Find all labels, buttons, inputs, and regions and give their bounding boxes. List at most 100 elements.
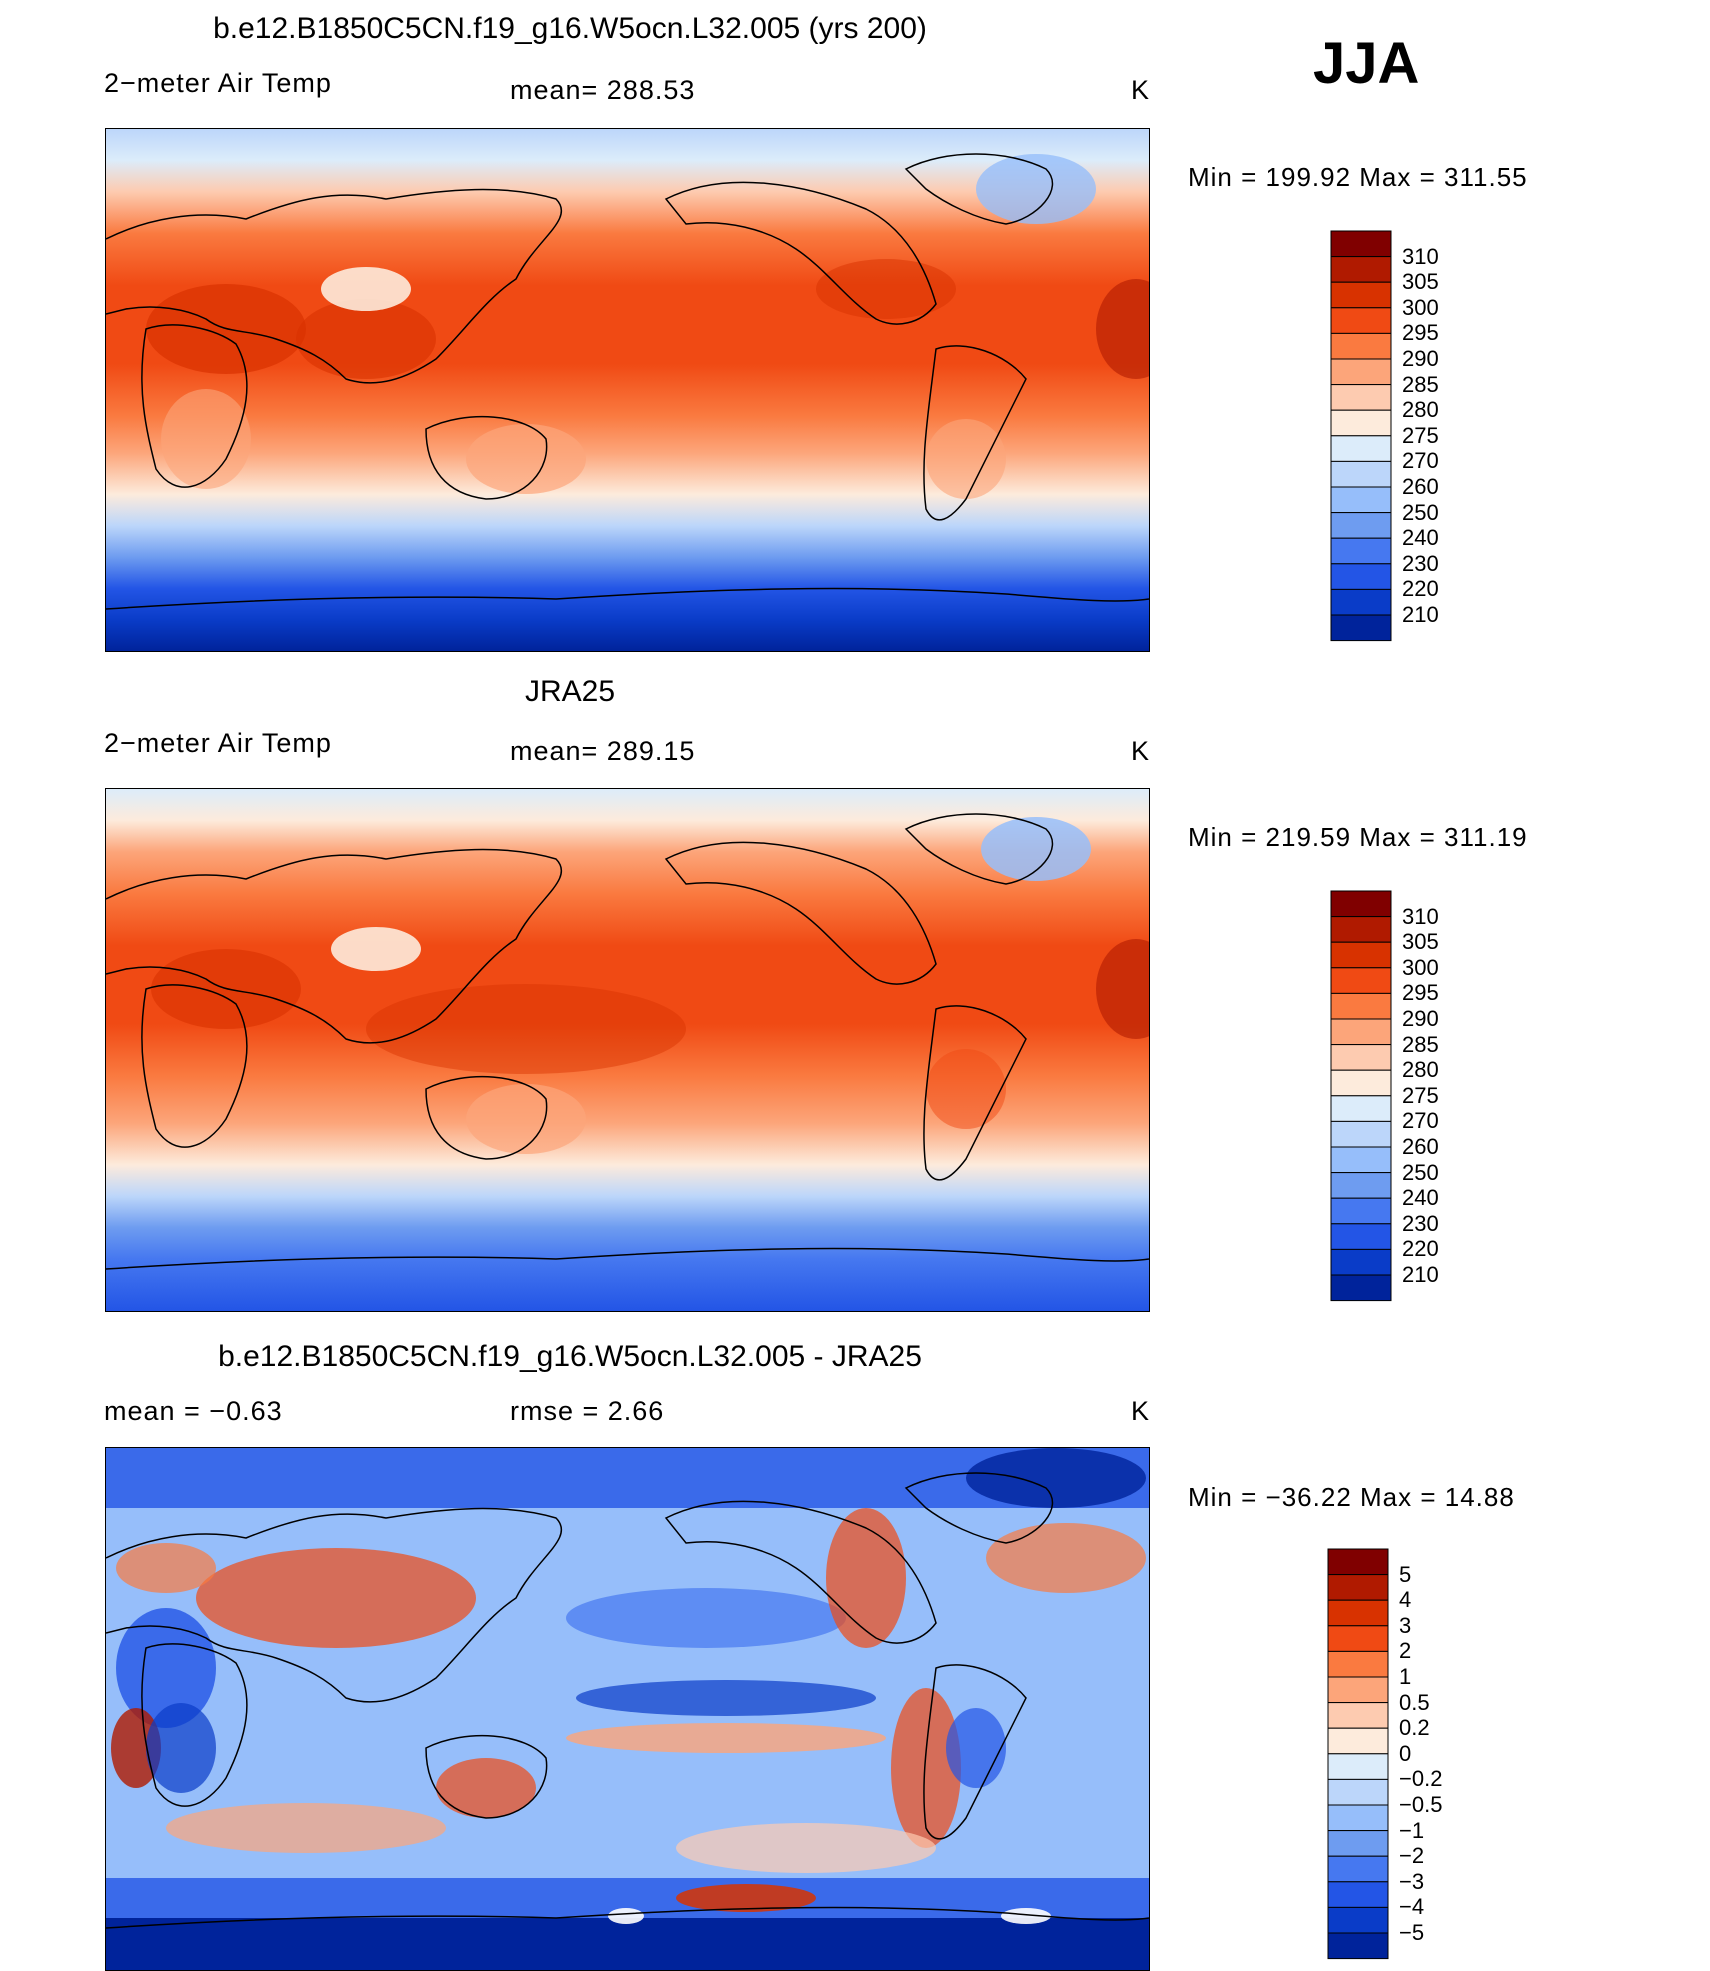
colorbar-swatch (1330, 614, 1392, 642)
colorbar-tick-label: −0.2 (1399, 1766, 1443, 1792)
colorbar-tick-label: 275 (1402, 422, 1439, 448)
colorbar-tick-label: −4 (1399, 1894, 1425, 1920)
colorbar-swatch (1330, 332, 1392, 360)
colorbar-swatch (1327, 1599, 1389, 1627)
season-label: JJA (1313, 31, 1420, 96)
panel2-mean-label: mean= 289.15 (510, 736, 696, 766)
panel2-units: K (1131, 736, 1151, 766)
panel3-title: b.e12.B1850C5CN.f19_g16.W5ocn.L32.005 - … (218, 1340, 922, 1373)
colorbar-tick-label: 305 (1402, 269, 1439, 295)
colorbar-swatch (1330, 358, 1392, 386)
colorbar-swatch (1330, 537, 1392, 565)
colorbar-tick-label: 300 (1402, 954, 1439, 980)
colorbar-tick-label: 1 (1399, 1664, 1412, 1689)
colorbar-tick-label: 270 (1402, 448, 1439, 474)
colorbar-swatch (1330, 916, 1392, 943)
panel1-variable-label: 2−meter Air Temp (104, 68, 332, 98)
colorbar-tick-label: 3 (1399, 1612, 1412, 1638)
colorbar-tick-label: −5 (1399, 1920, 1425, 1945)
colorbar-tick-label: 240 (1402, 525, 1439, 551)
colorbar-tick-label: 220 (1402, 1236, 1439, 1262)
panel1-map (105, 128, 1150, 652)
colorbar-swatch (1330, 1069, 1392, 1097)
colorbar-tick-label: 220 (1402, 576, 1439, 602)
panel1-coastlines (106, 153, 1149, 610)
colorbar-swatch (1327, 1676, 1389, 1704)
colorbar-tick-label: 0 (1399, 1740, 1412, 1766)
colorbar-tick-label: 210 (1402, 1262, 1439, 1287)
colorbar-swatch (1330, 460, 1392, 488)
colorbar-tick-label: 290 (1402, 1006, 1439, 1031)
colorbar-swatch (1327, 1855, 1389, 1883)
colorbar-swatch (1327, 1548, 1389, 1576)
colorbar-swatch (1327, 1625, 1389, 1652)
panel1-minmax: Min = 199.92 Max = 311.55 (1188, 162, 1528, 192)
panel2-variable-label: 2−meter Air Temp (104, 728, 332, 758)
colorbar-tick-label: 300 (1402, 294, 1439, 320)
colorbar-swatch (1327, 1906, 1389, 1934)
panel3-anomaly-patches (106, 1448, 1149, 1970)
colorbar-swatch (1330, 1018, 1392, 1046)
colorbar-tick-label: 270 (1402, 1108, 1439, 1134)
colorbar-swatch (1330, 512, 1392, 539)
colorbar-swatch (1330, 409, 1392, 437)
colorbar-tick-label: 295 (1402, 320, 1439, 346)
colorbar-swatch (1327, 1932, 1389, 1960)
colorbar-swatch (1327, 1650, 1389, 1678)
colorbar-swatch (1330, 256, 1392, 283)
colorbar-tick-label: 290 (1402, 346, 1439, 371)
colorbar-tick-label: 230 (1402, 1210, 1439, 1236)
colorbar-tick-label: 280 (1402, 1057, 1439, 1083)
colorbar-swatch (1327, 1753, 1389, 1780)
panel3-map (105, 1447, 1150, 1971)
colorbar-tick-label: −3 (1399, 1868, 1425, 1894)
colorbar-tick-label: 4 (1399, 1587, 1412, 1613)
panel3-mean-label: mean = −0.63 (104, 1396, 283, 1426)
colorbar-swatch (1330, 1095, 1392, 1122)
colorbar-tick-label: 250 (1402, 1159, 1439, 1185)
colorbar-tick-label: 310 (1402, 903, 1439, 929)
colorbar-tick-label: 310 (1402, 243, 1439, 269)
colorbar-swatch (1330, 1120, 1392, 1148)
panel3-rmse-label: rmse = 2.66 (510, 1396, 665, 1426)
colorbar-swatch (1330, 967, 1392, 994)
panel1-mean-label: mean= 288.53 (510, 75, 696, 105)
colorbar-tick-label: −1 (1399, 1817, 1425, 1843)
colorbar-tick-label: 230 (1402, 550, 1439, 576)
colorbar-swatch (1330, 1248, 1392, 1276)
colorbar-tick-label: 0.5 (1399, 1689, 1430, 1715)
colorbar-tick-label: 260 (1402, 474, 1439, 499)
panel2-map (105, 788, 1150, 1312)
panel3-coastlines (106, 1472, 1149, 1929)
colorbar-swatch (1330, 281, 1392, 309)
panel3-minmax: Min = −36.22 Max = 14.88 (1188, 1482, 1515, 1512)
colorbar-swatch (1330, 1223, 1392, 1250)
panel1-warm-patches (146, 154, 1149, 499)
colorbar-tick-label: 210 (1402, 602, 1439, 627)
colorbar-tick-label: 240 (1402, 1185, 1439, 1211)
colorbar-swatch (1330, 1274, 1392, 1302)
colorbar-swatch (1330, 1172, 1392, 1199)
colorbar-swatch (1330, 435, 1392, 462)
colorbar-swatch (1330, 384, 1392, 411)
colorbar-swatch (1330, 1146, 1392, 1174)
panel3-units: K (1131, 1396, 1151, 1426)
colorbar-tick-label: 285 (1402, 1031, 1439, 1057)
colorbar-swatch (1327, 1727, 1389, 1755)
colorbar-swatch (1330, 1044, 1392, 1071)
colorbar-swatch (1330, 941, 1392, 969)
panel1-title: b.e12.B1850C5CN.f19_g16.W5ocn.L32.005 (y… (213, 12, 927, 45)
colorbar-swatch (1330, 890, 1392, 918)
colorbar-tick-label: 0.2 (1399, 1715, 1430, 1741)
colorbar-swatch (1327, 1702, 1389, 1729)
colorbar-swatch (1327, 1574, 1389, 1601)
colorbar-tick-label: 275 (1402, 1082, 1439, 1108)
colorbar-swatch (1330, 230, 1392, 258)
colorbar-swatch (1330, 1197, 1392, 1225)
colorbar-swatch (1330, 486, 1392, 514)
colorbar-tick-label: −0.5 (1399, 1792, 1443, 1817)
colorbar-tick-label: 285 (1402, 371, 1439, 397)
colorbar-tick-label: 305 (1402, 929, 1439, 955)
colorbar-swatch (1330, 992, 1392, 1020)
colorbar-swatch (1327, 1830, 1389, 1857)
